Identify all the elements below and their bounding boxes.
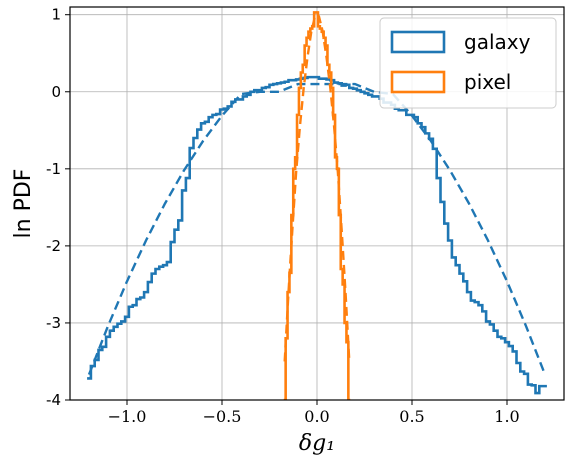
x-tick-label: −1.0 (108, 407, 147, 426)
legend-box (379, 17, 557, 109)
y-tick-label: -2 (46, 237, 61, 255)
x-axis-label: δg₁ (299, 431, 335, 456)
series-3-dashed (283, 13, 351, 362)
x-tick-label: −0.5 (203, 407, 242, 426)
legend-swatch-galaxy (390, 30, 446, 54)
y-tick-label: -3 (46, 314, 61, 332)
series-1-dashed (87, 82, 547, 376)
x-tick-label: 0.5 (399, 407, 424, 426)
y-tick-label: 0 (51, 83, 61, 101)
ticks: −1.0 −0.5 0.0 0.5 1.0 1 0 -1 -2 -3 -4 (46, 6, 520, 426)
y-tick-label: -4 (46, 391, 61, 409)
x-tick-label: 1.0 (494, 407, 519, 426)
y-tick-label: 1 (51, 6, 61, 24)
legend: galaxy pixel (379, 17, 557, 109)
series-0-step (87, 75, 547, 395)
series-layer (87, 11, 547, 400)
legend-label-galaxy: galaxy (464, 30, 531, 54)
legend-label-pixel: pixel (464, 70, 511, 94)
legend-swatch-pixel (390, 70, 446, 94)
y-axis-label: ln PDF (11, 169, 36, 239)
y-tick-label: -1 (46, 160, 61, 178)
x-tick-label: 0.0 (304, 407, 329, 426)
